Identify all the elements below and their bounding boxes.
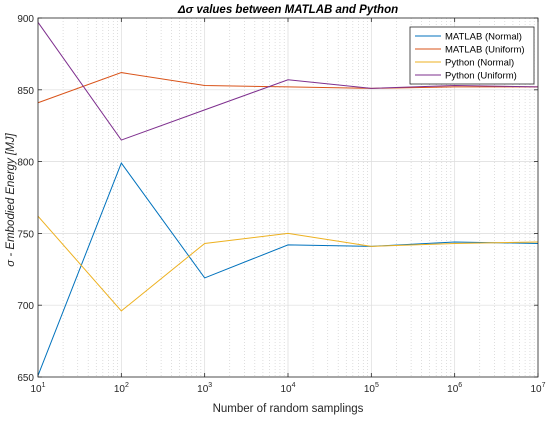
y-tick-label: 700 (17, 301, 34, 312)
y-tick-label: 900 (17, 14, 34, 25)
x-tick-label: 106 (447, 382, 462, 395)
series-line (37, 162, 539, 376)
x-tick-label: 101 (30, 382, 45, 395)
legend: MATLAB (Normal) MATLAB (Uniform) Python (N… (409, 26, 535, 85)
legend-entry-label: Python (Uniform) (445, 71, 517, 82)
y-axis-label: σ - Embodied Energy [MJ] (5, 132, 17, 266)
series-line (37, 22, 539, 141)
series-line (37, 215, 539, 312)
axes (37, 17, 539, 378)
legend-entry-label: Python (Normal) (445, 58, 514, 69)
x-tick-label: 103 (197, 382, 212, 395)
x-tick-label: 105 (364, 382, 379, 395)
series-lines (37, 22, 539, 376)
y-tick-label: 750 (17, 229, 34, 240)
y-tick-label: 850 (17, 86, 34, 97)
tick-labels: 650 700 750 800 850 900 101 102 103 104 105 106 107 (17, 14, 545, 395)
legend-entry-label: MATLAB (Normal) (445, 32, 522, 43)
chart-title: Δσ values between MATLAB and Python (177, 4, 398, 16)
legend-entry-label: MATLAB (Uniform) (445, 45, 525, 56)
x-tick-label: 107 (530, 382, 545, 395)
series-line (37, 72, 538, 104)
y-tick-label: 800 (17, 158, 34, 169)
x-tick-label: 104 (280, 382, 295, 395)
x-axis-label: Number of random samplings (213, 403, 364, 415)
x-tick-label: 102 (114, 382, 129, 395)
y-tick-label: 650 (17, 373, 34, 384)
